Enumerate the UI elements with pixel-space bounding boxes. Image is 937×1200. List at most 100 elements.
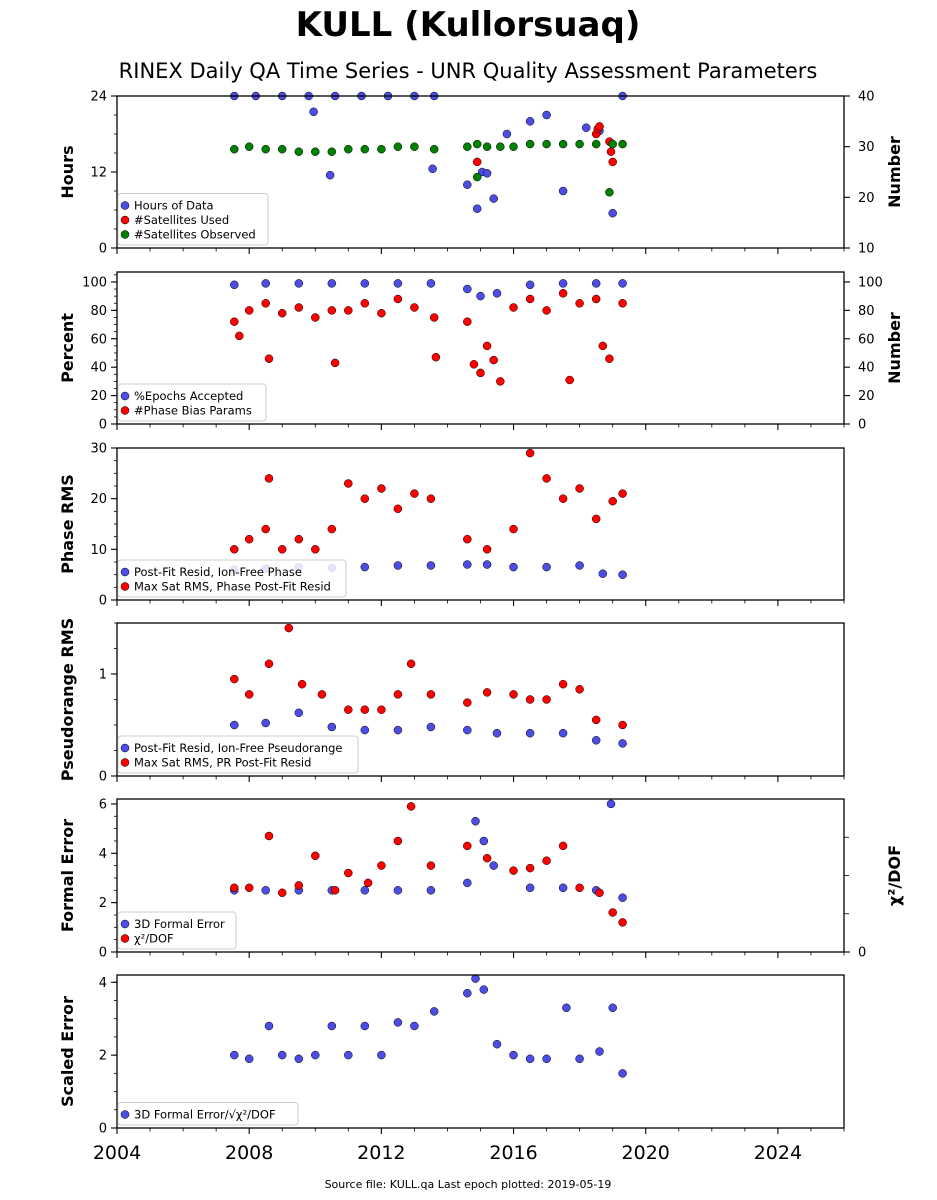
data-point: [294, 534, 304, 544]
data-point: [311, 1050, 320, 1060]
data-point: [489, 194, 498, 203]
series-3: [230, 139, 627, 197]
data-point: [542, 695, 551, 704]
data-point: [472, 204, 482, 213]
data-point: [595, 888, 604, 898]
y-tick-label: 0: [99, 594, 107, 609]
data-point: [426, 690, 436, 699]
data-point: [426, 861, 436, 870]
data-point: [230, 1050, 239, 1060]
data-point: [509, 524, 518, 534]
y-tick-label: 1: [99, 668, 107, 683]
y-tick-label: 20: [90, 389, 107, 404]
data-point: [608, 157, 617, 167]
data-point: [558, 679, 568, 689]
legend-label: χ²/DOF: [134, 932, 174, 946]
data-point: [575, 883, 584, 893]
data-point: [230, 545, 239, 554]
data-point: [618, 139, 627, 149]
data-point: [426, 279, 436, 288]
data-point: [244, 306, 254, 315]
data-point: [277, 144, 287, 154]
data-point: [429, 313, 439, 322]
data-point: [472, 139, 482, 149]
data-point: [377, 705, 386, 714]
data-point: [261, 279, 270, 288]
legend: %Epochs Accepted#Phase Bias Params: [117, 383, 267, 422]
right-y-axis-label: Number: [885, 136, 904, 208]
y-tick-label: 80: [90, 304, 107, 319]
y-tick-label: 24: [90, 90, 107, 105]
data-point: [558, 728, 568, 738]
y-tick-label: 40: [90, 361, 107, 376]
data-point: [482, 169, 492, 178]
data-point: [426, 561, 436, 570]
data-point: [360, 562, 370, 572]
data-point: [618, 570, 627, 579]
data-point: [393, 836, 403, 846]
data-point: [297, 679, 307, 689]
y-tick-label: 4: [99, 847, 107, 862]
data-point: [294, 147, 304, 156]
data-point: [344, 306, 353, 315]
data-point: [542, 1054, 551, 1064]
figure-title: KULL (Kullorsuaq): [296, 5, 641, 45]
data-point: [463, 878, 472, 888]
data-point: [558, 279, 568, 288]
data-point: [542, 562, 551, 572]
data-point: [591, 294, 601, 304]
data-point: [244, 883, 254, 893]
y-tick-label: 0: [99, 946, 107, 961]
data-point: [360, 494, 370, 503]
data-point: [509, 142, 518, 151]
right-y-tick-label: 40: [858, 361, 875, 376]
legend-marker: [120, 1110, 130, 1119]
y-tick-label: 60: [90, 332, 107, 347]
y-tick-label: 10: [90, 543, 107, 558]
data-point: [525, 695, 535, 704]
data-point: [525, 1054, 535, 1064]
legend-label: %Epochs Accepted: [134, 389, 243, 403]
data-point: [608, 1003, 617, 1013]
data-point: [482, 560, 492, 569]
legend-box: [117, 383, 267, 422]
data-point: [261, 144, 270, 154]
data-point: [327, 306, 337, 315]
right-y-tick-label: 60: [858, 332, 875, 347]
data-point: [509, 562, 518, 572]
series-2: [230, 802, 627, 927]
series-1: [230, 708, 627, 748]
data-point: [476, 291, 485, 301]
data-point: [496, 377, 505, 386]
data-point: [463, 317, 472, 326]
right-y-tick-label: 0: [858, 946, 866, 961]
data-point: [294, 303, 304, 312]
right-y-tick-label: 20: [858, 191, 875, 206]
data-point: [431, 352, 441, 362]
data-point: [377, 308, 386, 318]
y-tick-label: 4: [99, 976, 107, 991]
data-point: [482, 853, 492, 863]
data-point: [327, 1021, 337, 1031]
data-point: [230, 674, 239, 684]
data-point: [482, 142, 492, 151]
series-1: [230, 279, 627, 301]
data-point: [618, 299, 627, 308]
data-point: [492, 728, 502, 738]
data-point: [542, 139, 551, 149]
data-point: [525, 863, 535, 873]
legend-marker: [120, 201, 130, 210]
data-point: [261, 886, 270, 895]
data-point: [463, 841, 472, 851]
data-point: [558, 494, 568, 503]
legend-label: #Satellites Observed: [134, 228, 256, 242]
right-y-tick-label: 40: [858, 90, 875, 105]
data-point: [509, 303, 518, 312]
data-point: [393, 504, 403, 514]
data-point: [406, 659, 416, 669]
data-point: [471, 974, 480, 983]
